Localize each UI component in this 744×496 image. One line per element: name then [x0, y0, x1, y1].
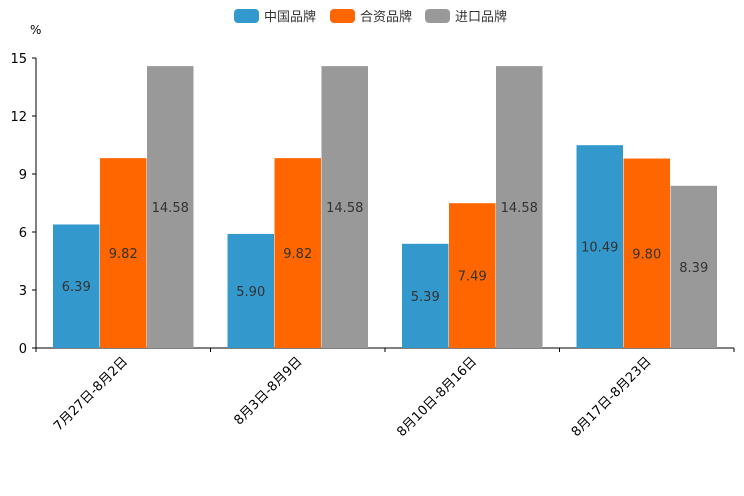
data-label: 14.58 [326, 201, 363, 216]
x-axis: 7月27日-8月2日 8月3日-8月9日 8月10日-8月16日 8月17日-8月23… [35, 347, 735, 440]
bar-2-3 [449, 203, 496, 348]
data-label: 9.80 [632, 247, 661, 262]
x-category-label: 8月3日-8月9日 [231, 354, 305, 428]
data-label: 5.90 [236, 285, 265, 300]
y-tick-label: 15 [10, 52, 27, 67]
data-label-group: 6.39 9.82 14.58 5.90 9.82 14.58 5.39 7.49 14.58 1… [62, 201, 708, 305]
data-label: 8.39 [679, 261, 708, 276]
y-tick-label: 6 [19, 226, 27, 241]
legend: 中国品牌 合资品牌 进口品牌 [234, 9, 507, 25]
y-axis-unit-label: % [30, 23, 41, 37]
bar-3-4 [670, 185, 717, 348]
bar-3-3 [496, 66, 543, 349]
bar-3-1 [147, 66, 194, 349]
bar-1-2 [227, 233, 274, 348]
data-label: 7.49 [458, 270, 487, 285]
bar-2-1 [100, 158, 147, 348]
y-tick-label: 12 [10, 110, 27, 125]
bar-1-1 [53, 224, 100, 348]
bar-2-4 [623, 158, 670, 348]
legend-label: 进口品牌 [455, 9, 507, 25]
y-tick-label: 0 [19, 342, 27, 357]
legend-swatch [330, 9, 355, 23]
data-label: 5.39 [411, 290, 440, 305]
y-tick-label: 3 [19, 284, 27, 299]
y-axis: 0 3 6 9 12 15 [10, 52, 37, 357]
legend-swatch [234, 9, 259, 23]
data-label: 14.58 [501, 201, 538, 216]
bar-1-4 [576, 145, 623, 348]
legend-swatch [425, 9, 450, 23]
bar-3-2 [321, 66, 368, 349]
y-tick-label: 9 [19, 168, 27, 183]
x-category-label: 8月17日-8月23日 [569, 354, 655, 440]
x-category-label: 7月27日-8月2日 [51, 354, 131, 434]
bar-1-3 [402, 243, 449, 348]
data-label: 14.58 [152, 201, 189, 216]
legend-label: 合资品牌 [360, 9, 412, 25]
bar-2-2 [274, 158, 321, 348]
data-label: 9.82 [109, 247, 138, 262]
data-label: 6.39 [62, 280, 91, 295]
bar-series-group [53, 66, 717, 349]
data-label: 10.49 [581, 241, 618, 256]
data-label: 9.82 [283, 247, 312, 262]
x-category-label: 8月10日-8月16日 [394, 354, 480, 440]
legend-label: 中国品牌 [264, 9, 316, 25]
